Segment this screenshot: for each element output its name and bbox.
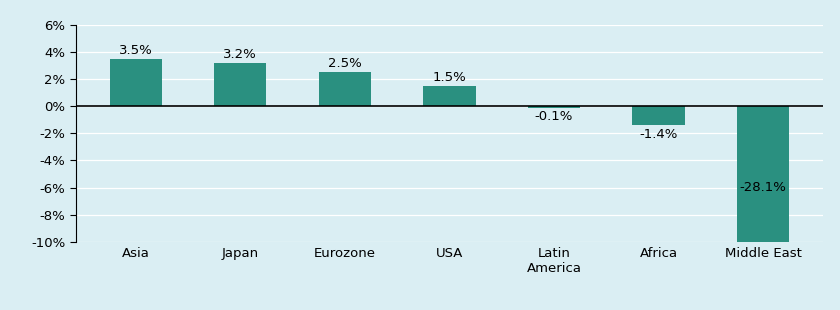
Text: 3.5%: 3.5% [118, 44, 153, 57]
Bar [423, 86, 475, 106]
Text: -0.1%: -0.1% [535, 110, 573, 123]
Bar [633, 106, 685, 125]
Text: 1.5%: 1.5% [433, 71, 466, 84]
Text: 2.5%: 2.5% [328, 57, 362, 70]
Bar [214, 63, 266, 106]
Bar [737, 106, 790, 242]
Text: -1.4%: -1.4% [639, 128, 678, 141]
Bar [528, 106, 580, 108]
Text: 3.2%: 3.2% [223, 48, 257, 61]
Bar [109, 59, 162, 106]
Text: -28.1%: -28.1% [740, 181, 786, 194]
Bar [318, 72, 371, 106]
